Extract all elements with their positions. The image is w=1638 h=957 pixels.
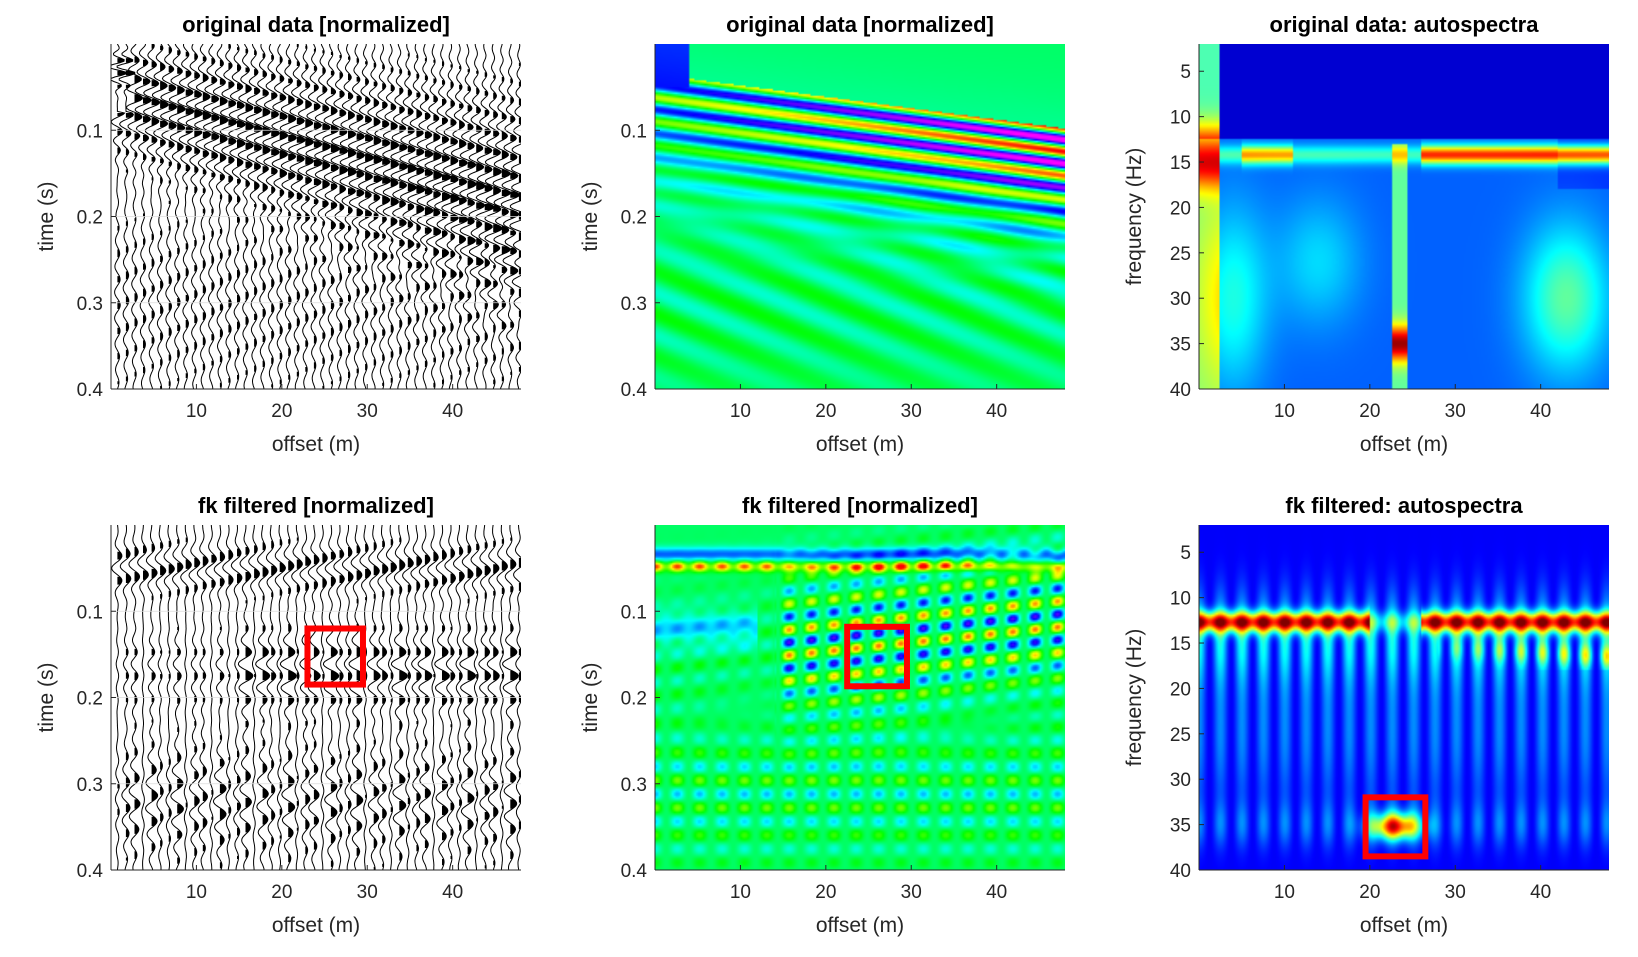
x-tick-label: 20 [271,401,292,422]
y-axis-label: time (s) [579,663,602,733]
y-tick-label: 15 [1170,153,1191,174]
x-tick-label: 40 [1530,882,1551,903]
x-axis-label: offset (m) [816,433,904,456]
y-tick-label: 0.2 [77,208,103,229]
y-tick-label: 10 [1170,589,1191,610]
x-tick-label: 20 [815,401,836,422]
y-tick-label: 0.1 [621,602,647,623]
y-tick-label: 0.2 [621,208,647,229]
y-tick-label: 0.3 [77,294,103,315]
x-tick-label: 40 [986,882,1007,903]
y-tick-label: 25 [1170,725,1191,746]
chart-title: original data: autospectra [1270,12,1540,37]
y-tick-label: 0.2 [621,689,647,710]
x-tick-label: 30 [1445,882,1466,903]
y-tick-label: 0.4 [77,861,104,882]
x-tick-label: 40 [986,401,1007,422]
y-axis-label: time (s) [35,663,58,733]
y-tick-label: 0.3 [621,775,647,796]
x-tick-label: 20 [815,882,836,903]
y-tick-label: 0.1 [77,602,103,623]
y-tick-label: 35 [1170,816,1191,837]
y-tick-label: 40 [1170,380,1191,401]
x-tick-label: 30 [1445,401,1466,422]
x-tick-label: 10 [1274,882,1295,903]
chart-title: fk filtered [normalized] [742,493,978,518]
chart-title: fk filtered [normalized] [198,493,434,518]
chart-panel-1: 10 20 30 40 0.1 0.2 0.3 0.4 original data [norma… [35,12,528,456]
x-tick-label: 30 [901,401,922,422]
x-tick-label: 40 [442,401,463,422]
y-tick-label: 0.1 [621,121,647,142]
y-tick-label: 0.4 [621,861,648,882]
heatmap-image [1199,525,1609,870]
y-tick-label: 20 [1170,679,1191,700]
figure: 10 20 30 40 0.1 0.2 0.3 0.4 original data [norma… [0,0,1638,957]
x-tick-label: 30 [901,882,922,903]
y-tick-label: 40 [1170,861,1191,882]
y-tick-label: 20 [1170,198,1191,219]
x-axis-label: offset (m) [1360,433,1448,456]
heatmap-image [1199,44,1609,389]
y-tick-label: 5 [1180,62,1191,83]
x-tick-label: 30 [357,882,378,903]
chart-title: fk filtered: autospectra [1285,493,1523,518]
chart-panel-3: 10 20 30 40 5 10 15 20 25 30 35 40 original data: au… [1123,12,1609,456]
x-tick-label: 10 [730,882,751,903]
y-axis-label: time (s) [579,182,602,252]
heatmap-image [655,525,1065,870]
y-tick-label: 30 [1170,289,1191,310]
y-tick-label: 0.2 [77,689,103,710]
x-tick-label: 10 [730,401,751,422]
y-tick-label: 15 [1170,634,1191,655]
y-axis-label: time (s) [35,182,58,252]
chart-title: original data [normalized] [726,12,994,37]
y-tick-label: 0.1 [77,121,103,142]
x-tick-label: 20 [271,882,292,903]
y-tick-label: 0.4 [621,380,648,401]
chart-panel-2: 10 20 30 40 0.1 0.2 0.3 0.4 original data [norma… [579,12,1065,456]
x-axis-label: offset (m) [272,433,360,456]
x-axis-label: offset (m) [272,914,360,937]
y-tick-label: 0.4 [77,380,104,401]
x-tick-label: 40 [442,882,463,903]
y-tick-label: 10 [1170,108,1191,129]
chart-title: original data [normalized] [182,12,450,37]
x-axis-label: offset (m) [816,914,904,937]
chart-panel-6: 10 20 30 40 5 10 15 20 25 30 35 40 fk filtered: auto… [1123,493,1609,937]
chart-panel-5: 10 20 30 40 0.1 0.2 0.3 0.4 fk filtered [normali… [579,493,1065,937]
y-tick-label: 25 [1170,244,1191,265]
x-tick-label: 20 [1359,401,1380,422]
x-tick-label: 30 [357,401,378,422]
y-tick-label: 35 [1170,335,1191,356]
x-tick-label: 20 [1359,882,1380,903]
y-tick-label: 0.3 [77,775,103,796]
y-tick-label: 30 [1170,770,1191,791]
x-tick-label: 10 [1274,401,1295,422]
x-tick-label: 10 [186,882,207,903]
x-tick-label: 10 [186,401,207,422]
chart-panel-4: 10 20 30 40 0.1 0.2 0.3 0.4 fk filtered [normali… [35,493,524,937]
y-tick-label: 5 [1180,543,1191,564]
heatmap-image [655,44,1065,389]
y-axis-label: frequency (Hz) [1123,148,1146,286]
y-axis-label: frequency (Hz) [1123,629,1146,767]
x-tick-label: 40 [1530,401,1551,422]
x-axis-label: offset (m) [1360,914,1448,937]
y-tick-label: 0.3 [621,294,647,315]
